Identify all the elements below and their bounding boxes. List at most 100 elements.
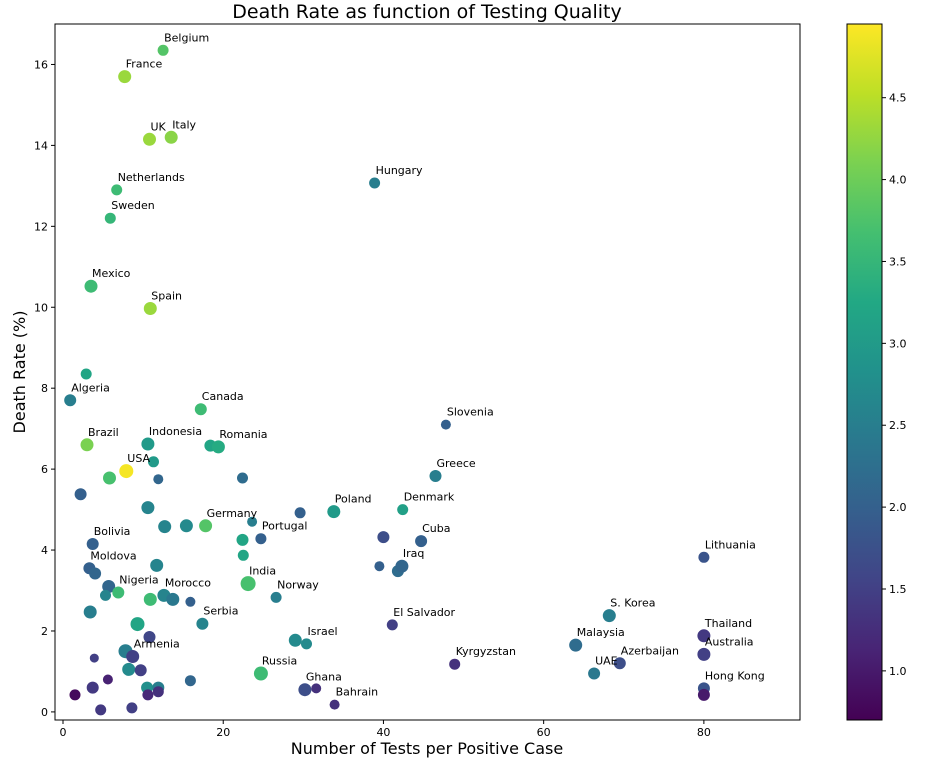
data-point (199, 519, 213, 533)
data-point (102, 674, 113, 685)
data-point (141, 437, 155, 451)
data-point (298, 683, 312, 697)
data-point (698, 551, 710, 563)
data-point (130, 617, 145, 632)
x-tick-label: 60 (537, 726, 551, 739)
data-point (697, 629, 711, 643)
data-point (164, 130, 178, 144)
point-labels-layer: Belgium France UK Italy Netherlands Sweden Hun… (71, 31, 765, 698)
data-point (143, 631, 156, 643)
point-label: France (126, 58, 163, 71)
data-point (397, 504, 409, 516)
data-point (118, 70, 132, 84)
data-point (150, 558, 164, 572)
point-label: USA (127, 452, 150, 465)
point-label: Netherlands (118, 171, 185, 184)
data-point (613, 657, 626, 670)
data-point (152, 686, 164, 698)
data-point (83, 605, 97, 619)
data-point (569, 638, 583, 652)
point-label: Sweden (111, 199, 154, 212)
data-point (122, 662, 136, 676)
data-point (270, 591, 282, 603)
data-point (255, 533, 267, 545)
point-label: Denmark (404, 491, 455, 504)
point-label: Poland (335, 493, 372, 506)
x-tick-label: 40 (376, 726, 390, 739)
point-label: Serbia (203, 605, 238, 618)
point-label: Hungary (376, 164, 423, 177)
data-point (311, 683, 322, 694)
point-label: Israel (308, 625, 338, 638)
data-point (327, 505, 341, 519)
data-point (80, 438, 94, 452)
point-label: El Salvador (393, 606, 455, 619)
point-label: Brazil (88, 426, 119, 439)
data-point (386, 619, 398, 631)
data-point (143, 592, 157, 606)
point-label: Mexico (92, 267, 131, 280)
data-point (95, 704, 107, 716)
data-point (194, 403, 207, 416)
point-label: Moldova (90, 549, 136, 562)
data-point (74, 488, 87, 501)
data-point (697, 647, 711, 661)
point-label: Cuba (422, 522, 450, 535)
data-point (84, 279, 98, 293)
point-label: Italy (172, 118, 196, 131)
data-point (102, 580, 116, 593)
data-point (377, 531, 390, 544)
data-point (111, 184, 123, 196)
data-point (240, 576, 256, 592)
point-label: Spain (151, 290, 182, 303)
data-point (184, 675, 196, 687)
data-point (86, 538, 99, 550)
data-point (253, 666, 268, 681)
point-label: S. Korea (610, 597, 655, 610)
data-point (89, 567, 102, 580)
point-label: Iraq (403, 547, 425, 560)
data-point (143, 132, 156, 146)
data-point (104, 212, 116, 224)
y-tick-label: 10 (34, 301, 48, 314)
chart-title: Death Rate as function of Testing Qualit… (232, 1, 621, 23)
point-label: Romania (219, 428, 267, 441)
data-point (166, 592, 180, 606)
data-point (143, 302, 157, 315)
data-point (179, 519, 193, 533)
data-point (237, 549, 249, 561)
marks-layer (64, 44, 711, 716)
y-tick-label: 12 (34, 220, 48, 233)
data-point (185, 596, 196, 607)
data-point (602, 609, 616, 623)
point-label: Norway (277, 578, 319, 591)
point-label: Malaysia (577, 626, 625, 639)
data-point (236, 533, 249, 546)
y-tick-label: 6 (41, 463, 48, 476)
data-point (288, 633, 302, 647)
colorbar-tick-label: 4.5 (889, 92, 907, 105)
point-label: Nigeria (119, 574, 158, 587)
data-point (294, 507, 306, 519)
point-label: Indonesia (149, 425, 202, 438)
point-label: Greece (437, 457, 476, 470)
data-point (697, 688, 710, 701)
axes-layer: 0 20 40 60 80 0 2 4 6 8 10 12 14 16 (34, 58, 711, 739)
x-tick-label: 20 (216, 726, 230, 739)
data-point (112, 586, 125, 599)
x-axis-label: Number of Tests per Positive Case (291, 739, 563, 758)
colorbar-tick-label: 3.5 (889, 255, 907, 268)
data-point (415, 535, 428, 548)
point-label: UAE (595, 655, 618, 668)
data-point (157, 44, 169, 56)
point-label: Canada (202, 390, 244, 403)
point-label: Russia (262, 655, 297, 668)
point-label: Germany (207, 507, 258, 520)
data-point (141, 501, 155, 515)
point-label: Bahrain (336, 686, 379, 699)
data-point (100, 589, 111, 601)
data-point (429, 470, 442, 482)
point-label: Azerbaijan (621, 644, 679, 657)
x-tick-label: 80 (697, 726, 711, 739)
